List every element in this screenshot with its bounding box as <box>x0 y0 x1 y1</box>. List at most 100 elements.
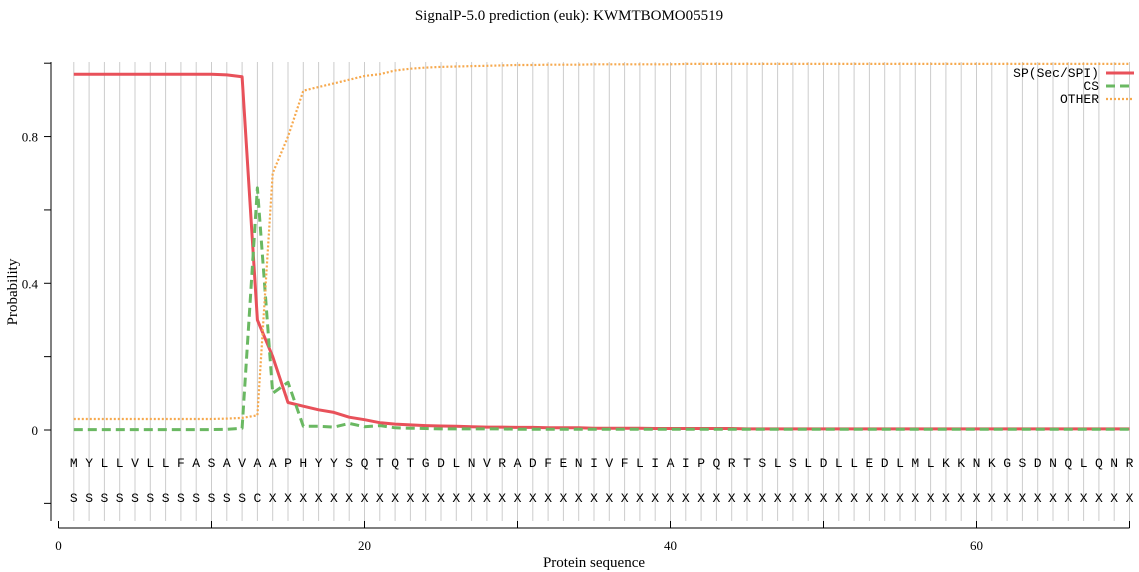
residue-label: X <box>544 491 552 506</box>
residue-letter: V <box>605 456 613 471</box>
residue-letter: N <box>1110 456 1118 471</box>
residue-letter: N <box>1049 456 1057 471</box>
residue-letter: D <box>1034 456 1042 471</box>
residue-letter: G <box>422 456 430 471</box>
residue-letter: P <box>284 456 292 471</box>
residue-label: X <box>1049 491 1057 506</box>
x-axis-label: Protein sequence <box>543 555 645 571</box>
y-axis-label: Probability <box>5 258 21 325</box>
residue-letter: L <box>636 456 644 471</box>
residue-label: X <box>1080 491 1088 506</box>
residue-letter: K <box>957 456 965 471</box>
residue-label: X <box>865 491 873 506</box>
residue-letter: T <box>376 456 384 471</box>
residue-letter: M <box>70 456 78 471</box>
legend-label: OTHER <box>1060 92 1099 107</box>
residue-label: X <box>514 491 522 506</box>
residue-label: S <box>162 491 170 506</box>
residue-label: X <box>957 491 965 506</box>
residue-label: S <box>116 491 124 506</box>
residue-letter: R <box>498 456 506 471</box>
residue-letter: K <box>988 456 996 471</box>
residue-label: X <box>575 491 583 506</box>
residue-label: X <box>651 491 659 506</box>
residue-letter: S <box>1018 456 1026 471</box>
x-tick-label: 20 <box>358 538 371 553</box>
series-line-other <box>73 62 1130 421</box>
series-line-sp-sec-spi <box>73 72 1130 431</box>
residue-label: X <box>330 491 338 506</box>
residue-label: X <box>712 491 720 506</box>
x-tick-label: 60 <box>970 538 983 553</box>
residue-label: X <box>728 491 736 506</box>
residue-letter: A <box>514 456 522 471</box>
residue-label: X <box>1003 491 1011 506</box>
residue-label: X <box>835 491 843 506</box>
residue-label: S <box>85 491 93 506</box>
y-tick-label: 0 <box>32 423 39 438</box>
residue-label: X <box>559 491 567 506</box>
residue-label: X <box>299 491 307 506</box>
residue-label: X <box>1126 491 1134 506</box>
residue-label: X <box>361 491 369 506</box>
residue-label: X <box>850 491 858 506</box>
residue-label: X <box>988 491 996 506</box>
residue-letter: Y <box>330 456 338 471</box>
residue-letter: I <box>682 456 690 471</box>
residue-label: S <box>131 491 139 506</box>
residue-label: X <box>973 491 981 506</box>
residue-label: X <box>881 491 889 506</box>
residue-letter: L <box>116 456 124 471</box>
residue-label: X <box>269 491 277 506</box>
residue-letter: L <box>1080 456 1088 471</box>
residue-letter: E <box>865 456 873 471</box>
residue-label: X <box>942 491 950 506</box>
residue-letter: V <box>131 456 139 471</box>
residue-label: X <box>345 491 353 506</box>
residue-label: X <box>422 491 430 506</box>
residue-letter: N <box>973 456 981 471</box>
residue-label: X <box>406 491 414 506</box>
chart-title: SignalP-5.0 prediction (euk): KWMTBOMO05… <box>415 8 723 24</box>
residue-letter: Q <box>1064 456 1072 471</box>
vertical-grid <box>73 62 1130 521</box>
y-tick-label: 0.4 <box>22 276 39 291</box>
residue-letter: P <box>697 456 705 471</box>
x-tick-label: 40 <box>664 538 677 553</box>
residue-label: X <box>927 491 935 506</box>
residue-letter: S <box>758 456 766 471</box>
residue-label: S <box>238 491 246 506</box>
residue-letter: I <box>590 456 598 471</box>
residue-label: X <box>437 491 445 506</box>
residue-label: X <box>621 491 629 506</box>
residue-letter: F <box>177 456 185 471</box>
residue-label: X <box>636 491 644 506</box>
residue-letter: N <box>468 456 476 471</box>
residue-letter: I <box>651 456 659 471</box>
residue-letter: Q <box>361 456 369 471</box>
legend-label: CS <box>1083 79 1099 94</box>
x-tick-label: 0 <box>55 538 62 553</box>
residue-letter: G <box>1003 456 1011 471</box>
residue-label: S <box>177 491 185 506</box>
residue-label: X <box>452 491 460 506</box>
residue-label: S <box>100 491 108 506</box>
y-tick-label: 0.8 <box>22 130 38 145</box>
residue-label: X <box>911 491 919 506</box>
residue-letter: E <box>559 456 567 471</box>
residue-letter: T <box>406 456 414 471</box>
residue-label: X <box>1064 491 1072 506</box>
residue-label: X <box>391 491 399 506</box>
residue-label: X <box>896 491 904 506</box>
residue-letter: N <box>575 456 583 471</box>
residue-label: S <box>223 491 231 506</box>
residue-letter: L <box>896 456 904 471</box>
residue-label: X <box>605 491 613 506</box>
legend-label: SP(Sec/SPI) <box>1013 66 1099 81</box>
residue-letter: A <box>253 456 261 471</box>
residue-label: X <box>667 491 675 506</box>
residue-label: X <box>804 491 812 506</box>
residue-label: X <box>1095 491 1103 506</box>
